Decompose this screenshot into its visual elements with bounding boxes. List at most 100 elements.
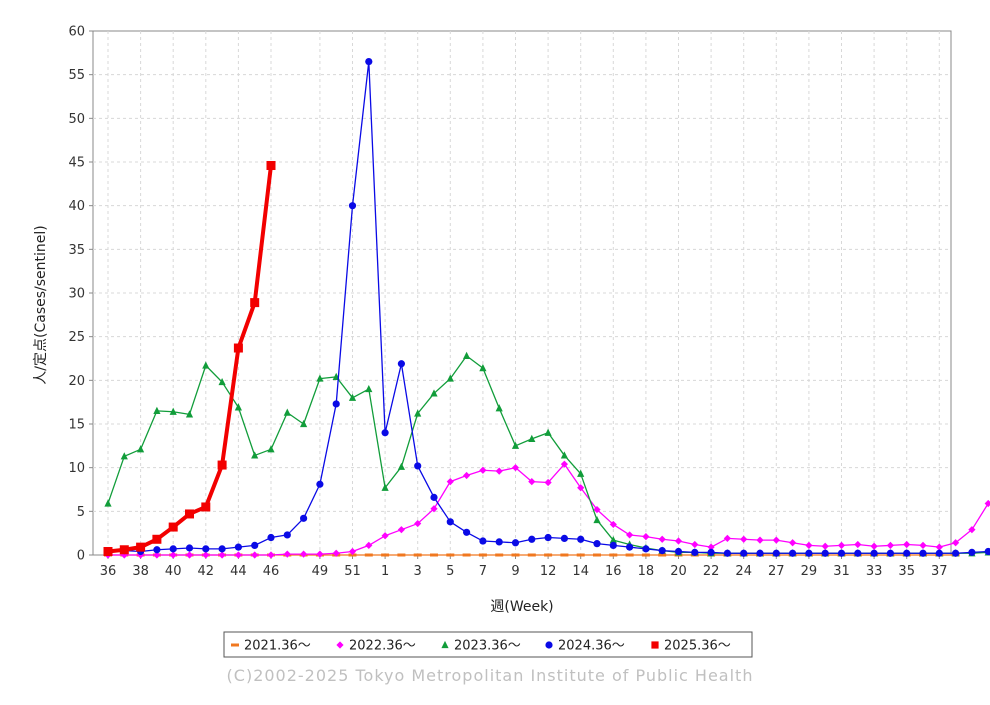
data-point [283,531,291,539]
data-point [446,553,455,557]
data-point [430,505,438,513]
data-point [821,549,829,557]
data-point [300,419,308,428]
x-tick-label: 42 [198,564,215,579]
data-point [593,515,601,524]
data-point [169,407,177,415]
data-point [642,533,650,541]
data-point [202,545,210,553]
y-tick-label: 45 [68,156,85,171]
data-point [463,528,471,536]
y-tick-label: 55 [68,68,85,83]
data-point [201,502,211,512]
data-point [185,509,194,519]
grid [93,31,951,555]
data-point [251,541,259,549]
data-point [300,514,308,522]
data-point [381,483,389,491]
y-tick-label: 50 [68,112,85,127]
data-point [463,351,471,359]
legend-label: 2024.36〜 [558,639,625,654]
data-point [217,460,227,470]
data-point [316,480,324,488]
data-point [593,553,601,557]
data-point [479,466,487,474]
data-point [935,543,943,551]
data-point [397,526,405,534]
data-point [267,551,275,559]
x-tick-label: 51 [344,564,361,579]
data-point [544,478,552,487]
data-point [381,532,389,540]
data-point [169,545,177,553]
data-point [886,541,894,549]
data-point [397,360,405,368]
data-point [886,549,895,557]
data-point [283,408,291,416]
x-tick-label: 20 [670,564,687,579]
y-axis-title: 人/定点(Cases/sentinel) [33,225,49,384]
data-point [740,535,748,543]
data-point [495,404,503,412]
data-point [267,533,275,542]
data-point [658,547,666,555]
data-point [202,551,210,559]
legend-marker [441,640,449,649]
data-point [397,553,406,557]
data-point [185,544,194,552]
data-point [560,460,568,468]
data-point [691,540,699,549]
data-point [528,478,536,486]
y-tick-label: 40 [68,199,85,214]
data-point [870,542,878,550]
data-point [723,549,732,557]
x-tick-label: 3 [414,564,422,579]
x-tick-label: 36 [100,564,117,579]
data-point [870,549,878,557]
data-point [854,540,862,549]
data-point [300,550,308,558]
y-tick-label: 0 [77,549,85,564]
data-point [136,542,146,552]
data-point [544,533,552,542]
data-point [626,531,634,539]
data-point [348,393,357,401]
data-point [446,518,454,526]
data-point [185,551,194,559]
data-point [544,428,552,436]
x-tick-label: 14 [572,564,589,579]
x-tick-label: 44 [230,564,247,579]
data-point [218,551,226,559]
data-point [560,534,569,543]
data-point [756,536,764,544]
x-tick-label: 18 [638,564,655,579]
data-point [234,543,242,551]
legend: 2021.36〜 2022.36〜 2023.36〜 2024.36〜 2025.36〜 [231,639,731,654]
legend-label: 2021.36〜 [244,639,311,654]
data-point [446,478,454,486]
x-tick-label: 9 [511,564,519,579]
x-axis-title: 週(Week) [490,599,553,615]
data-point [120,452,128,460]
data-point [511,464,520,472]
data-point [821,542,829,550]
data-point [463,471,471,480]
data-point [169,551,177,559]
x-tick-label: 16 [605,564,622,579]
data-point [772,549,780,557]
x-tick-label: 37 [931,564,948,579]
data-point [707,548,715,556]
data-point [935,549,943,557]
data-point [609,553,618,557]
data-point [919,549,927,557]
data-point [495,538,503,546]
data-point [316,550,324,558]
data-point [968,526,976,534]
x-tick-label: 29 [801,564,818,579]
data-point [348,547,357,556]
data-point [119,545,129,555]
data-point [527,553,536,557]
x-tick-label: 7 [479,564,487,579]
data-point [414,409,422,417]
x-axis-ticks: 36 38 40 42 44 46 49 51 1 3 5 7 9 12 14 16 18 20 22 24 27 29 3… [100,555,948,579]
